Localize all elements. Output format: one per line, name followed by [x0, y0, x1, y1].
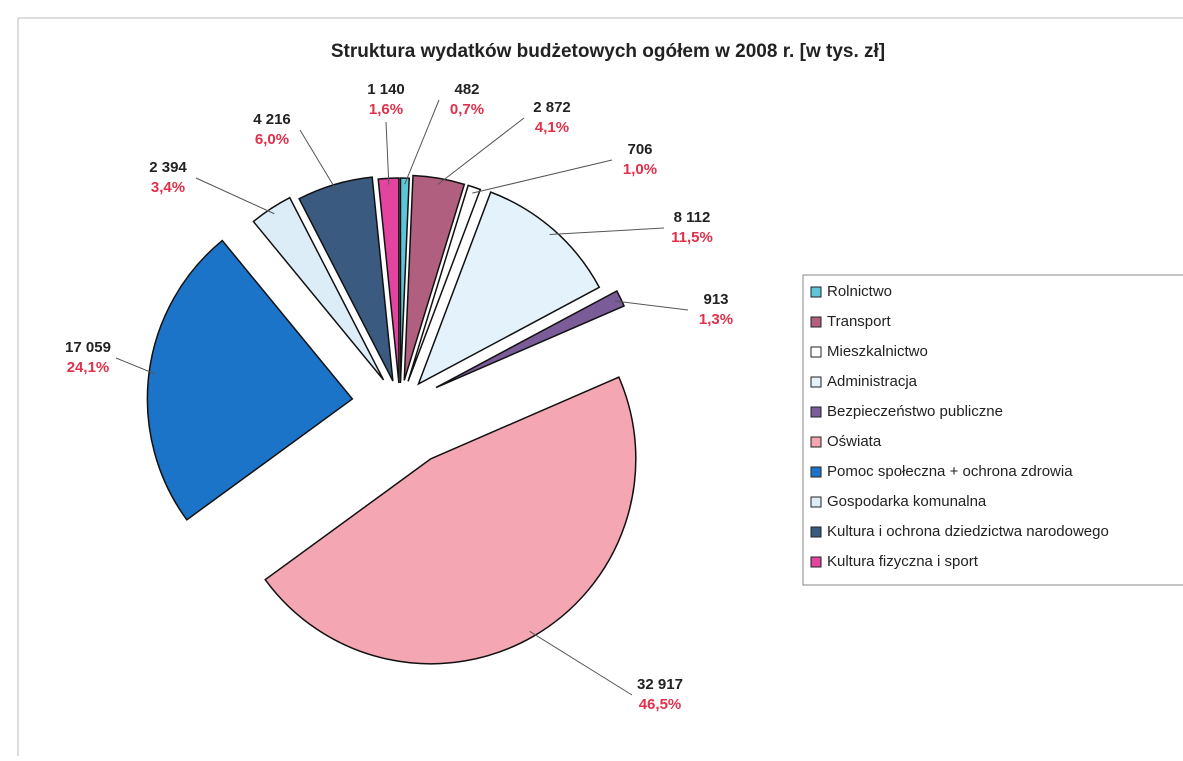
leader-line [437, 117, 525, 185]
pie-slice [403, 174, 466, 381]
pie-slice [407, 184, 482, 382]
value-label: 8 112 [674, 209, 711, 226]
value-label: 706 [627, 141, 652, 158]
legend-label: Kultura i ochrona dziedzictwa narodowego [827, 523, 1109, 540]
percent-label: 1,3% [699, 311, 733, 328]
legend-label: Rolnictwo [827, 283, 892, 300]
percent-label: 0,7% [450, 101, 484, 118]
pie-slice [264, 376, 637, 665]
frame [17, 17, 1183, 761]
leader-line [472, 159, 613, 194]
leader-line [115, 357, 156, 375]
leader-line [549, 227, 665, 235]
legend-swatch [810, 406, 822, 418]
percent-label: 46,5% [639, 696, 682, 713]
legend-label: Mieszkalnictwo [827, 343, 928, 360]
percent-label: 3,4% [151, 179, 185, 196]
pie-slice [252, 196, 385, 381]
value-label: 1 140 [367, 81, 405, 98]
value-label: 2 872 [533, 99, 571, 116]
legend-label: Oświata [827, 433, 882, 450]
percent-label: 24,1% [67, 359, 110, 376]
percent-label: 1,6% [369, 101, 403, 118]
legend-label: Bezpieczeństwo publiczne [827, 403, 1003, 420]
value-label: 32 917 [637, 676, 683, 693]
legend-label: Kultura fizyczna i sport [827, 553, 979, 570]
value-label: 2 394 [149, 159, 187, 176]
legend-swatch [810, 556, 822, 568]
pie-slice [417, 191, 601, 386]
legend-label: Pomoc społeczna + ochrona zdrowia [827, 463, 1073, 480]
percent-label: 4,1% [535, 119, 569, 136]
value-label: 17 059 [65, 339, 111, 356]
legend-swatch [810, 346, 822, 358]
pie-slice [399, 177, 411, 384]
legend-swatch [810, 466, 822, 478]
pie-slice [298, 176, 394, 382]
legend-swatch [810, 496, 822, 508]
pie-slice [435, 289, 626, 389]
legend-swatch [810, 526, 822, 538]
leader-line [299, 129, 337, 191]
value-label: 913 [703, 291, 728, 308]
legend-swatch [810, 316, 822, 328]
legend-label: Transport [827, 313, 891, 330]
value-label: 482 [454, 81, 479, 98]
pie-slice [146, 239, 354, 521]
leader-line [385, 121, 390, 185]
leader-line [404, 99, 440, 185]
leader-line [614, 300, 689, 311]
legend-swatch [810, 286, 822, 298]
legend-swatch [810, 436, 822, 448]
value-label: 4 216 [253, 111, 291, 128]
percent-label: 11,5% [671, 229, 713, 246]
legend-swatch [810, 376, 822, 388]
leader-line [195, 177, 275, 215]
percent-label: 1,0% [623, 161, 657, 178]
legend-label: Gospodarka komunalna [827, 493, 987, 510]
chart-title: Struktura wydatków budżetowych ogółem w … [331, 41, 885, 62]
percent-label: 6,0% [255, 131, 289, 148]
legend [802, 274, 1183, 586]
leader-line [529, 630, 633, 696]
legend-label: Administracja [827, 373, 918, 390]
